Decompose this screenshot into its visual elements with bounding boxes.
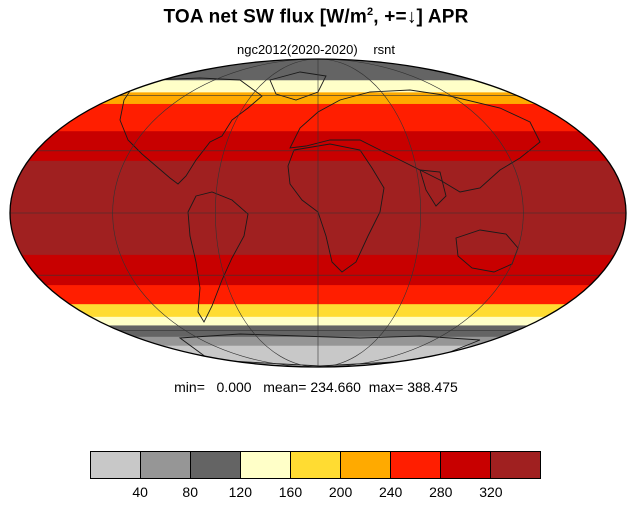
- colorbar-tick-label: 160: [278, 484, 303, 500]
- meridian-line: [112, 59, 319, 367]
- antarctica-outline: [178, 333, 481, 367]
- colorbar-tick-label: 320: [479, 484, 503, 500]
- subtitle-dataset: ngc2012(2020-2020): [236, 42, 358, 57]
- colorbar-box: [91, 452, 141, 478]
- colorbar-tick-label: 80: [182, 484, 199, 500]
- title-rest: , +=↓] APR: [373, 6, 469, 28]
- colorbar-box: [491, 452, 540, 478]
- colorbar-box: [391, 452, 441, 478]
- subtitle-variable: rsnt: [373, 42, 395, 57]
- colorbar-box: [141, 452, 191, 478]
- africa-outline: [287, 143, 385, 273]
- colorbar-box: [441, 452, 491, 478]
- eurasia-outline: [289, 89, 541, 193]
- colorbar-box: [191, 452, 241, 478]
- title-main: TOA net SW flux [W/m: [163, 6, 367, 28]
- colorbar-box: [291, 452, 341, 478]
- colorbar-box: [341, 452, 391, 478]
- meridian-line: [317, 59, 524, 367]
- colorbar-tick-label: 40: [132, 484, 148, 500]
- colorbar-tick-label: 200: [328, 484, 353, 500]
- meridian-line: [215, 59, 319, 367]
- colorbar-tick-label: 120: [228, 484, 253, 500]
- colorbar-tick-label: 240: [378, 484, 403, 500]
- statistics-line: min= 0.000 mean= 234.660 max= 388.475: [174, 379, 458, 395]
- south-america-outline: [187, 191, 249, 323]
- plot-subtitle: ngc2012(2020-2020) rsnt: [0, 42, 632, 57]
- north-america-outline: [119, 77, 263, 185]
- map-border: [9, 58, 627, 368]
- title-superscript: 2: [366, 6, 374, 18]
- colorbar-box: [241, 452, 291, 478]
- colorbar: [90, 451, 541, 479]
- meridian-line: [317, 59, 421, 367]
- colorbar-tick-label: 280: [429, 484, 453, 500]
- plot-title: TOA net SW flux [W/m2, +=↓] APR: [0, 6, 632, 28]
- india-outline: [419, 169, 447, 207]
- continent-outlines: [119, 71, 541, 367]
